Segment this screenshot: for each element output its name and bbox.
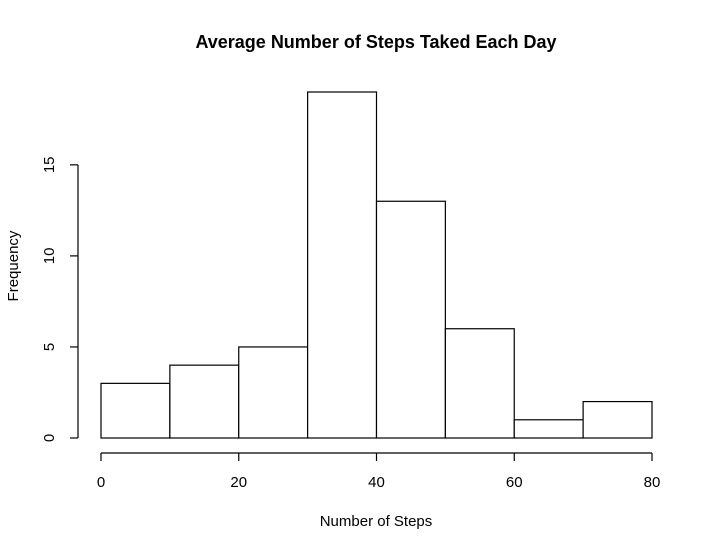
y-tick-label-15: 15 — [41, 156, 58, 173]
x-tick-label-20: 20 — [230, 474, 247, 491]
y-axis: 0 5 10 15 — [41, 156, 79, 442]
y-tick-label-5: 5 — [41, 343, 58, 351]
histogram-bar-30-40 — [307, 91, 378, 439]
x-tick-label-80: 80 — [644, 474, 661, 491]
x-axis: 0 20 40 60 80 — [97, 452, 661, 491]
histogram-bar-40-50 — [375, 200, 446, 439]
histogram-bar-20-30 — [238, 346, 309, 439]
histogram-bar-60-70 — [513, 419, 584, 439]
y-axis-label: Frequency — [5, 230, 22, 301]
histogram-bar-70-80 — [582, 400, 653, 439]
y-tick-label-0: 0 — [41, 434, 58, 442]
histogram-bar-10-20 — [169, 364, 240, 439]
x-tick-label-40: 40 — [368, 474, 385, 491]
x-tick-label-0: 0 — [97, 474, 105, 491]
y-tick-label-10: 10 — [41, 248, 58, 265]
x-tick-label-60: 60 — [506, 474, 523, 491]
chart-title: Average Number of Steps Taked Each Day — [195, 32, 556, 52]
bars-group — [100, 91, 653, 439]
histogram-bar-50-60 — [444, 328, 515, 439]
histogram-bar-0-10 — [100, 382, 171, 439]
x-axis-label: Number of Steps — [320, 513, 433, 530]
